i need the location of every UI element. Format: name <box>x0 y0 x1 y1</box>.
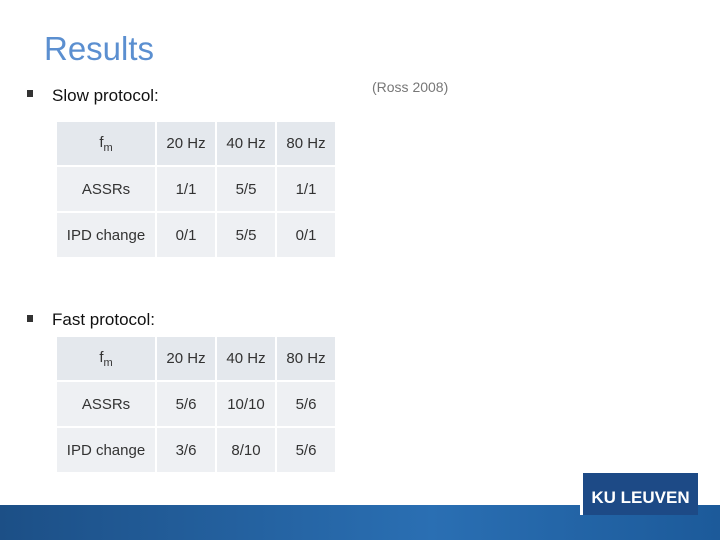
table-cell: IPD change <box>55 426 157 474</box>
table-row: IPD change 3/6 8/10 5/6 <box>55 426 337 474</box>
table-row: ASSRs 1/1 5/5 1/1 <box>55 165 337 213</box>
slide-title: Results <box>44 30 155 67</box>
table-cell: 5/6 <box>275 426 337 474</box>
citation: (Ross 2008) <box>372 79 449 95</box>
table-cell: 5/6 <box>155 380 217 428</box>
table-cell: 8/10 <box>215 426 277 474</box>
table-cell: 0/1 <box>275 211 337 259</box>
table-cell: ASSRs <box>55 165 157 213</box>
header-cell: 20 Hz <box>155 120 217 167</box>
header-text: f <box>99 133 104 151</box>
header-text: f <box>99 348 104 366</box>
table-cell: 3/6 <box>155 426 217 474</box>
table-cell: 10/10 <box>215 380 277 428</box>
header-cell: 40 Hz <box>215 335 277 382</box>
header-row: fm 20 Hz 40 Hz 80 Hz <box>55 335 337 382</box>
header-subscript: m <box>103 356 113 369</box>
table-cell: 0/1 <box>155 211 217 259</box>
header-cell: fm <box>55 120 157 167</box>
data-table: fm 20 Hz 40 Hz 80 Hz ASSRs 1/1 5/5 1/1 IPD chang… <box>55 120 337 259</box>
table-row: ASSRs 5/6 10/10 5/6 <box>55 380 337 428</box>
table-cell: 1/1 <box>275 165 337 213</box>
header-subscript: m <box>103 141 113 154</box>
table-cell: 5/6 <box>275 380 337 428</box>
header-cell: 20 Hz <box>155 335 217 382</box>
header-cell: 40 Hz <box>215 120 277 167</box>
table-cell: 5/5 <box>215 165 277 213</box>
section-heading: Slow protocol: <box>52 86 159 105</box>
header-row: fm 20 Hz 40 Hz 80 Hz <box>55 120 337 167</box>
header-cell: fm <box>55 335 157 382</box>
bullet <box>27 315 33 322</box>
data-table: fm 20 Hz 40 Hz 80 Hz ASSRs 5/6 10/10 5/6 IPD cha… <box>55 335 337 474</box>
section-heading: Fast protocol: <box>52 310 155 329</box>
logo: KU LEUVEN <box>580 472 698 515</box>
header-cell: 80 Hz <box>275 120 337 167</box>
table-cell: 1/1 <box>155 165 217 213</box>
table-cell: IPD change <box>55 211 157 259</box>
table-cell: 5/5 <box>215 211 277 259</box>
table-cell: ASSRs <box>55 380 157 428</box>
bullet <box>27 90 33 97</box>
header-cell: 80 Hz <box>275 335 337 382</box>
table-row: IPD change 0/1 5/5 0/1 <box>55 211 337 259</box>
